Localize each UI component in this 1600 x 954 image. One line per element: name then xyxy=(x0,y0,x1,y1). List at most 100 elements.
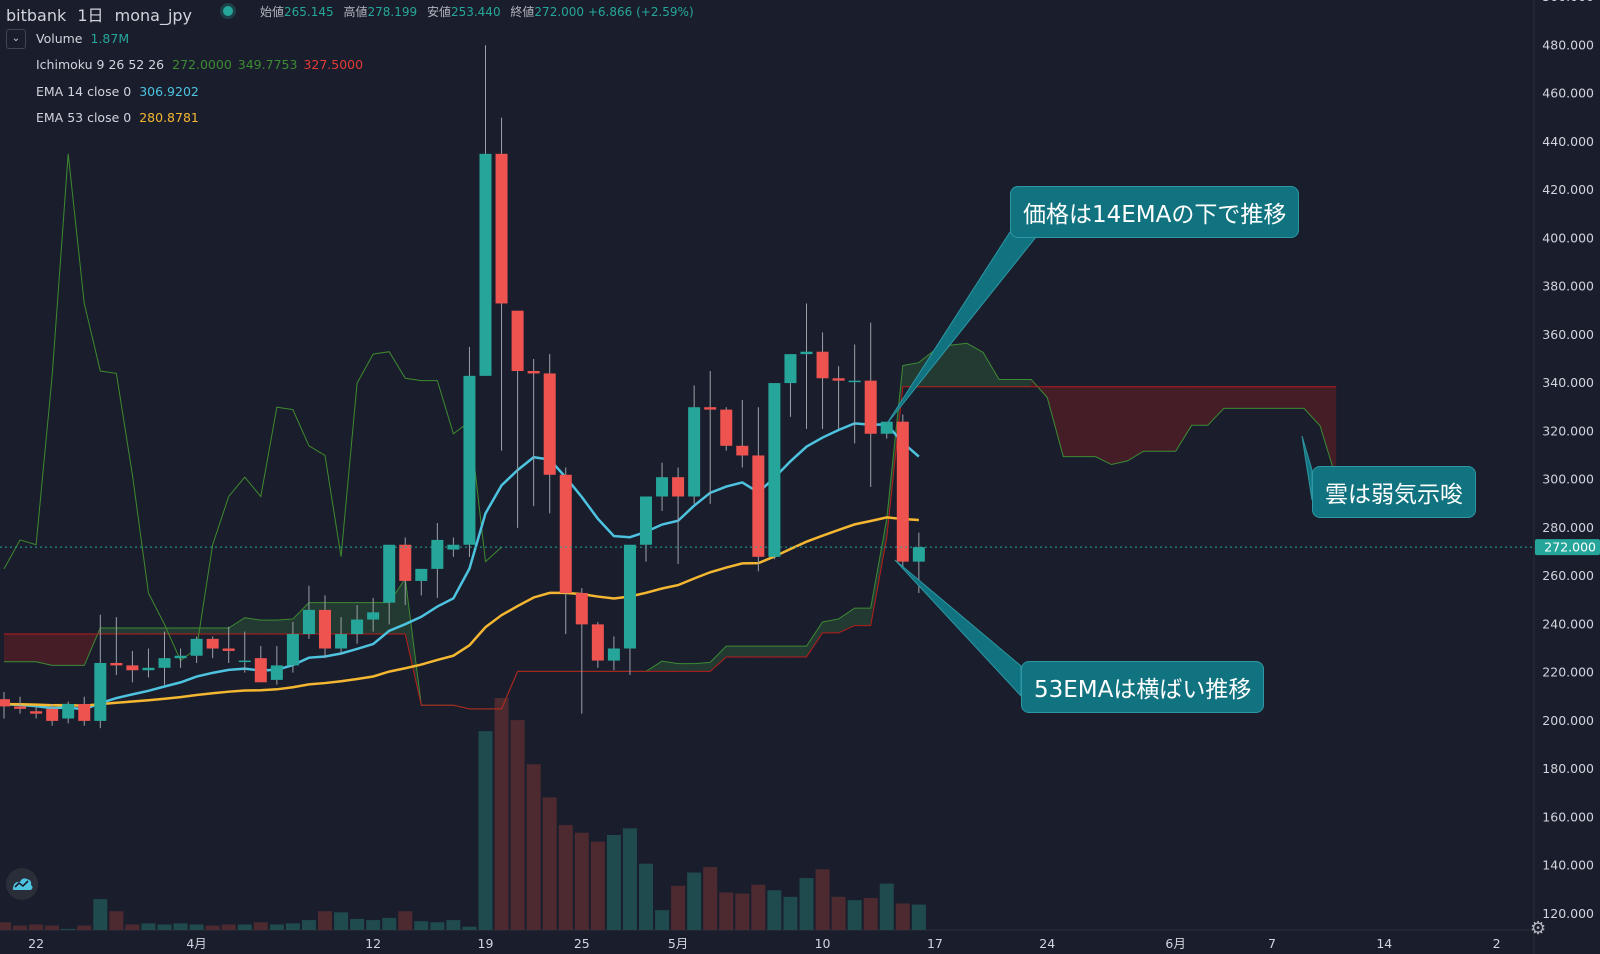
candle-body xyxy=(495,153,508,304)
candle xyxy=(864,322,877,487)
cloud-segment xyxy=(180,627,197,635)
volume-bar xyxy=(542,797,557,930)
candle xyxy=(62,701,75,724)
volume-bar xyxy=(671,885,686,930)
volume-bar xyxy=(141,923,156,930)
candle xyxy=(190,636,203,663)
close-value: 272.000 +6.866 (+2.59%) xyxy=(534,5,694,19)
callout-ema14: 価格は14EMAの下で推移 xyxy=(1010,186,1300,238)
cloud-segment xyxy=(1288,386,1305,409)
callout-ema53: 53EMAは横ばい推移 xyxy=(1021,661,1265,713)
volume-bar xyxy=(253,922,268,930)
legend-ichimoku[interactable]: Ichimoku 9 26 52 26 272.0000 349.7753 327.5… xyxy=(36,57,363,72)
cloud-segment xyxy=(694,662,711,672)
candle-body xyxy=(640,496,652,545)
candle-body xyxy=(848,380,861,383)
candle xyxy=(94,614,107,729)
volume-bar xyxy=(173,923,188,930)
candle xyxy=(543,354,556,514)
candle-body xyxy=(704,407,717,410)
cloud-segment xyxy=(36,634,53,666)
legend-ema14-value: 306.9202 xyxy=(139,84,199,99)
candle xyxy=(688,385,701,504)
candle-body xyxy=(768,383,781,557)
cloud-segment xyxy=(870,518,887,626)
candle xyxy=(527,358,540,507)
volume-bar xyxy=(398,911,413,930)
open-value: 265.145 xyxy=(284,5,334,19)
y-tick-label: 240.000 xyxy=(1542,616,1594,631)
cloud-segment xyxy=(132,627,149,635)
interval-label[interactable]: 1日 xyxy=(77,6,104,25)
y-tick-label: 480.000 xyxy=(1542,37,1594,52)
volume-bar xyxy=(446,920,461,930)
y-tick-label: 380.000 xyxy=(1542,279,1594,294)
chevron-down-icon[interactable]: ⌄ xyxy=(6,29,26,49)
candle-body xyxy=(78,704,91,721)
candle xyxy=(720,407,733,451)
volume-bar xyxy=(350,918,365,930)
candle xyxy=(415,568,428,596)
candle xyxy=(607,636,620,671)
volume-bar xyxy=(494,698,509,930)
cloud-segment xyxy=(100,627,117,635)
cloud-segment xyxy=(52,634,69,666)
x-tick-label: 17 xyxy=(927,936,943,951)
candle-body xyxy=(158,658,171,668)
cloud-segment xyxy=(838,608,855,633)
cloud-segment xyxy=(373,602,390,635)
candle-body xyxy=(94,662,107,721)
exchange-label: bitbank xyxy=(6,6,67,25)
volume-bar xyxy=(510,720,525,930)
legend-ema53[interactable]: EMA 53 close 0 280.8781 xyxy=(36,110,199,125)
y-tick-label: 500.000 xyxy=(1542,0,1594,4)
candle xyxy=(575,588,588,714)
candle-body xyxy=(126,665,139,671)
candle-body xyxy=(206,638,219,649)
y-tick-label: 260.000 xyxy=(1542,568,1594,583)
volume-bar xyxy=(719,892,734,930)
cloud-segment xyxy=(389,578,406,635)
tradingview-cloud-icon[interactable] xyxy=(6,868,38,900)
legend-volume-name: Volume xyxy=(36,31,83,46)
volume-bar xyxy=(61,928,76,930)
legend-ichimoku-conversion: 272.0000 xyxy=(172,57,232,72)
volume-bar xyxy=(366,920,381,930)
y-tick-label: 200.000 xyxy=(1542,713,1594,728)
legend-volume-value: 1.87M xyxy=(90,31,130,46)
candle xyxy=(174,648,187,668)
candle xyxy=(14,696,27,714)
legend-ema14[interactable]: EMA 14 close 0 306.9202 xyxy=(36,84,199,99)
high-value: 278.199 xyxy=(367,5,418,19)
candle-body xyxy=(880,421,893,434)
x-tick-label: 6月 xyxy=(1165,936,1185,951)
candle-body xyxy=(543,373,556,475)
candle-body xyxy=(672,477,685,497)
symbol-label[interactable]: mona_jpy xyxy=(114,6,193,25)
x-tick-label: 22 xyxy=(28,936,44,951)
volume-bar xyxy=(125,924,140,930)
volume-bar xyxy=(590,841,605,930)
candle-body xyxy=(270,665,283,680)
candle-body xyxy=(254,658,267,683)
x-tick-label: 25 xyxy=(574,936,590,951)
cloud-segment xyxy=(1047,386,1064,457)
candle-body xyxy=(591,624,604,661)
candle-body xyxy=(399,544,412,581)
cloud-segment xyxy=(1175,386,1192,452)
gear-icon[interactable]: ⚙ xyxy=(1530,918,1547,939)
candle xyxy=(319,595,331,659)
candle-body xyxy=(30,711,43,714)
candle xyxy=(126,650,139,683)
candle-body xyxy=(110,662,123,666)
candle-body xyxy=(720,409,733,446)
callout-cloud: 雲は弱気示唆 xyxy=(1312,466,1476,518)
cloud-segment xyxy=(244,617,261,635)
candle-body xyxy=(319,609,331,649)
volume-bar xyxy=(703,867,718,930)
low-label: 安値 xyxy=(426,5,451,19)
legend-volume[interactable]: Volume 1.87M xyxy=(36,31,129,46)
candle-body xyxy=(190,638,203,656)
candle-body xyxy=(238,660,251,663)
legend-ema53-value: 280.8781 xyxy=(139,110,199,125)
